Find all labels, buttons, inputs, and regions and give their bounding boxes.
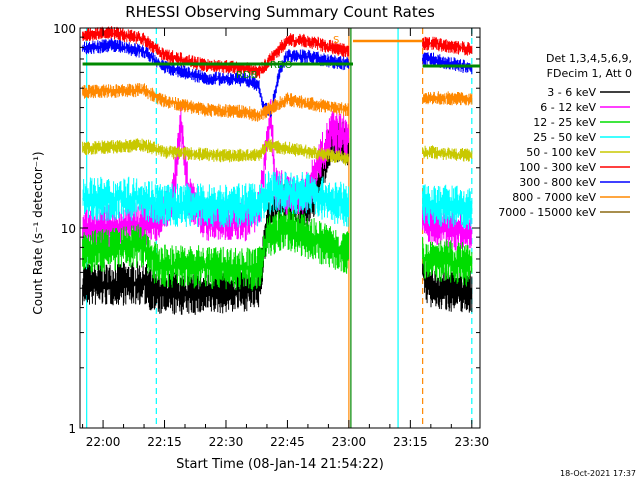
x-tick-label: 22:45 [270,435,305,449]
legend: Det 1,3,4,5,6,9, FDecim 1, Att 0 3 - 6 k… [498,52,632,219]
x-tick-label: 22:00 [86,435,121,449]
legend-label: 50 - 100 keV [526,146,596,159]
legend-label: 3 - 6 keV [547,86,596,99]
legend-label: 800 - 7000 keV [512,191,596,204]
series-12-25keV [82,207,473,291]
series-trace [422,91,473,106]
series-trace [82,138,350,166]
series-trace [82,38,350,118]
series-50-100keV [82,138,473,166]
series-trace [422,36,473,56]
axis-layer: 22:00 22:15 22:30 22:45 23:00 23:15 23:30 1 10 10… [53,22,489,449]
series-trace [422,145,473,162]
y-tick-label: 100 [53,22,76,36]
series-800-7000keV [82,83,473,122]
series-trace [422,259,473,313]
x-tick-label: 23:30 [455,435,490,449]
legend-label: 7000 - 15000 keV [498,206,596,219]
footer-date: 18-Oct-2021 17:37 [560,469,636,478]
legend-label: 6 - 12 keV [540,101,596,114]
annotation-s: S [333,35,339,46]
x-tick-label: 22:15 [147,435,182,449]
legend-label: 100 - 300 keV [519,161,596,174]
series-trace [82,207,350,291]
legend-header-line-1: Det 1,3,4,5,6,9, [546,52,632,65]
annotation-rdb: RDB [236,70,258,81]
y-tick-label: 1 [68,422,76,436]
x-tick-label: 23:15 [393,435,428,449]
series-trace [82,171,350,228]
legend-label: 12 - 25 keV [533,116,596,129]
x-axis-label: Start Time (08-Jan-14 21:54:22) [176,457,384,472]
series-trace [422,236,473,287]
y-tick-label: 10 [61,222,76,236]
y-axis-label: Count Rate (s⁻¹ detector⁻¹) [31,151,45,314]
series-trace [82,83,350,122]
annotation-layer: RDB RDO S [82,35,480,81]
x-tick-label: 23:00 [332,435,367,449]
x-tick-label: 22:30 [209,435,244,449]
plot-area [82,26,473,428]
legend-header-line-2: FDecim 1, Att 0 [547,67,632,80]
series-25-50keV [82,171,473,230]
annotation-rdo: RDO [270,60,293,71]
legend-label: 25 - 50 keV [533,131,596,144]
series-trace [422,52,473,75]
series-trace [422,184,473,230]
legend-label: 300 - 800 keV [519,176,596,189]
chart-title: RHESSI Observing Summary Count Rates [125,3,435,21]
